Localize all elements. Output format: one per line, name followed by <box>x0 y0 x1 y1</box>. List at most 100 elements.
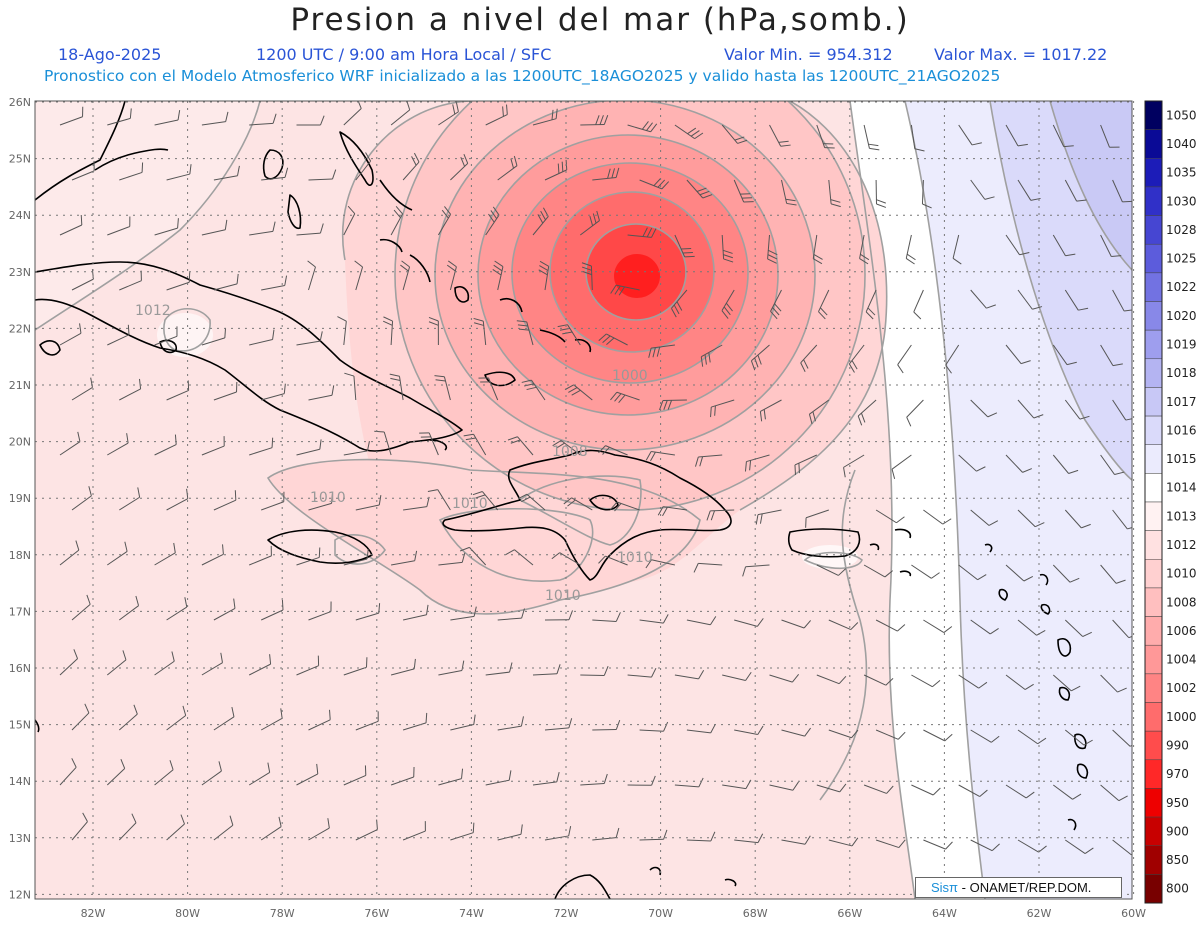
wind-barb <box>627 121 658 133</box>
wind-barb <box>781 619 812 629</box>
legend-swatch <box>1144 272 1163 302</box>
wind-barb <box>400 260 411 291</box>
legend-level-label: 1012 <box>1166 538 1197 552</box>
wind-barb <box>1100 344 1123 367</box>
wind-barb <box>911 674 941 688</box>
wind-barb <box>1052 344 1077 366</box>
legend-level-label: 1008 <box>1166 595 1197 609</box>
wind-barb <box>910 124 925 152</box>
wind-barb <box>1112 399 1132 421</box>
wind-barb <box>945 344 960 374</box>
wind-barb <box>1017 619 1046 636</box>
isobar-value-labels: 1012 1010 1010 1010 1010 1008 1000 <box>135 303 653 604</box>
wind-barb <box>875 509 905 524</box>
wind-barb <box>492 260 504 291</box>
legend-swatch <box>1144 358 1163 388</box>
forecast-time: 1200 UTC / 9:00 am Hora Local / SFC <box>256 45 552 64</box>
wind-barb <box>710 399 735 418</box>
legend-swatch <box>1144 788 1163 818</box>
wind-barb <box>755 509 782 525</box>
wind-barb <box>485 662 513 676</box>
wind-barb <box>1065 839 1094 854</box>
wind-barb <box>296 763 319 786</box>
wind-barb <box>213 381 238 401</box>
wind-barb <box>769 124 791 147</box>
wind-barb <box>249 437 274 456</box>
wind-barb <box>1005 674 1034 690</box>
wind-barb <box>59 540 80 566</box>
longitude-label: 74W <box>459 907 484 920</box>
legend-level-label: 1028 <box>1166 223 1197 237</box>
latitude-label: 14N <box>9 775 31 788</box>
min-value: Valor Min. = 954.312 <box>724 45 893 64</box>
wind-barb <box>742 564 770 577</box>
wind-barb <box>154 218 179 236</box>
wind-barb <box>958 564 987 581</box>
wind-barb <box>119 162 144 181</box>
wind-barb <box>497 716 524 731</box>
wind-barb <box>1005 784 1035 799</box>
wind-barb <box>213 273 239 291</box>
latitude-labels: 26N 25N 24N 23N 22N 21N 20N 19N 18N 17N 16N 15N 14N 1… <box>9 96 31 901</box>
wind-barb <box>905 234 916 265</box>
legend-level-label: 1020 <box>1166 309 1197 323</box>
legend-swatch <box>1144 215 1163 245</box>
wind-barb <box>485 206 500 236</box>
wind-barb <box>296 655 320 676</box>
wind-barb <box>770 289 782 320</box>
longitude-label: 68W <box>743 907 768 920</box>
wind-barb <box>1100 454 1125 476</box>
latitude-label: 19N <box>9 492 31 505</box>
legend-swatch <box>1144 186 1163 216</box>
wind-barb <box>308 385 335 401</box>
wind-barb <box>1053 784 1082 800</box>
wind-barb <box>213 165 240 181</box>
latitude-label: 15N <box>9 719 31 732</box>
wind-barb <box>354 260 364 291</box>
wind-barb <box>428 316 439 346</box>
wind-barb <box>532 664 561 676</box>
wind-barb <box>118 813 137 841</box>
wind-barb <box>438 660 465 676</box>
longitude-label: 76W <box>364 907 389 920</box>
wind-barb <box>472 491 499 511</box>
legend-swatch <box>1144 158 1163 188</box>
wind-barb <box>249 329 275 346</box>
longitude-label: 70W <box>648 907 673 920</box>
legend-swatch <box>1144 444 1163 474</box>
latitude-label: 12N <box>9 888 31 901</box>
wind-barb <box>507 436 534 456</box>
wind-barb <box>119 595 140 621</box>
latitude-label: 23N <box>9 266 31 279</box>
wind-barb <box>249 545 272 566</box>
legend-swatch <box>1144 616 1163 646</box>
wind-barb <box>958 674 988 689</box>
legend-frame <box>1144 100 1163 904</box>
wind-barb <box>261 275 288 291</box>
legend-level-label: 1004 <box>1166 653 1197 667</box>
wind-barb <box>921 179 932 209</box>
legend-level-label: 1013 <box>1166 509 1197 523</box>
wind-barb <box>734 618 764 627</box>
wind-barb <box>744 454 770 472</box>
wind-barb <box>434 375 451 401</box>
wind-barb <box>958 124 982 146</box>
wind-barb <box>201 544 224 566</box>
wind-barb <box>722 671 752 681</box>
wind-barb <box>166 597 188 621</box>
wind-barb <box>213 598 236 621</box>
legend-swatch <box>1144 301 1163 331</box>
wind-barb <box>913 289 924 320</box>
legend-swatch <box>1144 473 1163 503</box>
wind-barb <box>166 164 192 181</box>
wind-barb <box>911 564 940 579</box>
wind-barb <box>166 380 190 401</box>
wind-barb <box>563 497 593 511</box>
wind-barb <box>71 377 93 401</box>
wind-barb <box>970 839 1000 852</box>
wind-barb <box>648 344 675 358</box>
legend-level-label: 1015 <box>1166 452 1197 466</box>
wind-barb <box>610 501 640 512</box>
wind-barb <box>863 784 894 794</box>
wind-barb <box>970 729 1000 743</box>
